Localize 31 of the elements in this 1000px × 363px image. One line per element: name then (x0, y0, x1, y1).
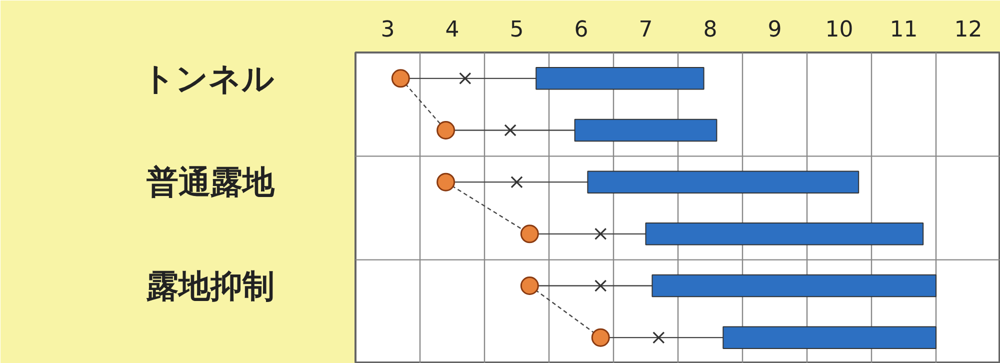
bar (574, 118, 718, 142)
bar (587, 170, 860, 194)
point (594, 280, 607, 292)
x-tick-label: 3 (380, 18, 395, 42)
bar (652, 274, 936, 298)
y-tick-label: 普通露地 (146, 163, 276, 202)
point (510, 176, 523, 188)
point (652, 331, 665, 344)
x-tick-label: 10 (825, 18, 854, 42)
y-tick-label: トンネル (142, 59, 274, 98)
x-tick-label: 5 (510, 18, 524, 42)
x-tick-label: 8 (703, 18, 718, 42)
x-tick-label: 9 (768, 18, 782, 42)
point (436, 121, 456, 140)
point (459, 72, 472, 85)
point (591, 328, 610, 347)
point (391, 69, 410, 88)
x-tick-label: 7 (638, 18, 653, 42)
point (594, 228, 607, 240)
x-tick-label: 12 (954, 18, 982, 42)
point (436, 172, 456, 192)
bar (645, 222, 924, 246)
point (504, 124, 516, 136)
x-tick-label: 4 (445, 18, 460, 42)
y-tick-label: 露地抑制 (146, 266, 274, 305)
bar (722, 326, 936, 349)
point (520, 224, 539, 244)
x-tick-label: 11 (890, 18, 918, 42)
bar (536, 67, 704, 90)
point (520, 276, 539, 295)
x-tick-label: 6 (574, 18, 588, 42)
